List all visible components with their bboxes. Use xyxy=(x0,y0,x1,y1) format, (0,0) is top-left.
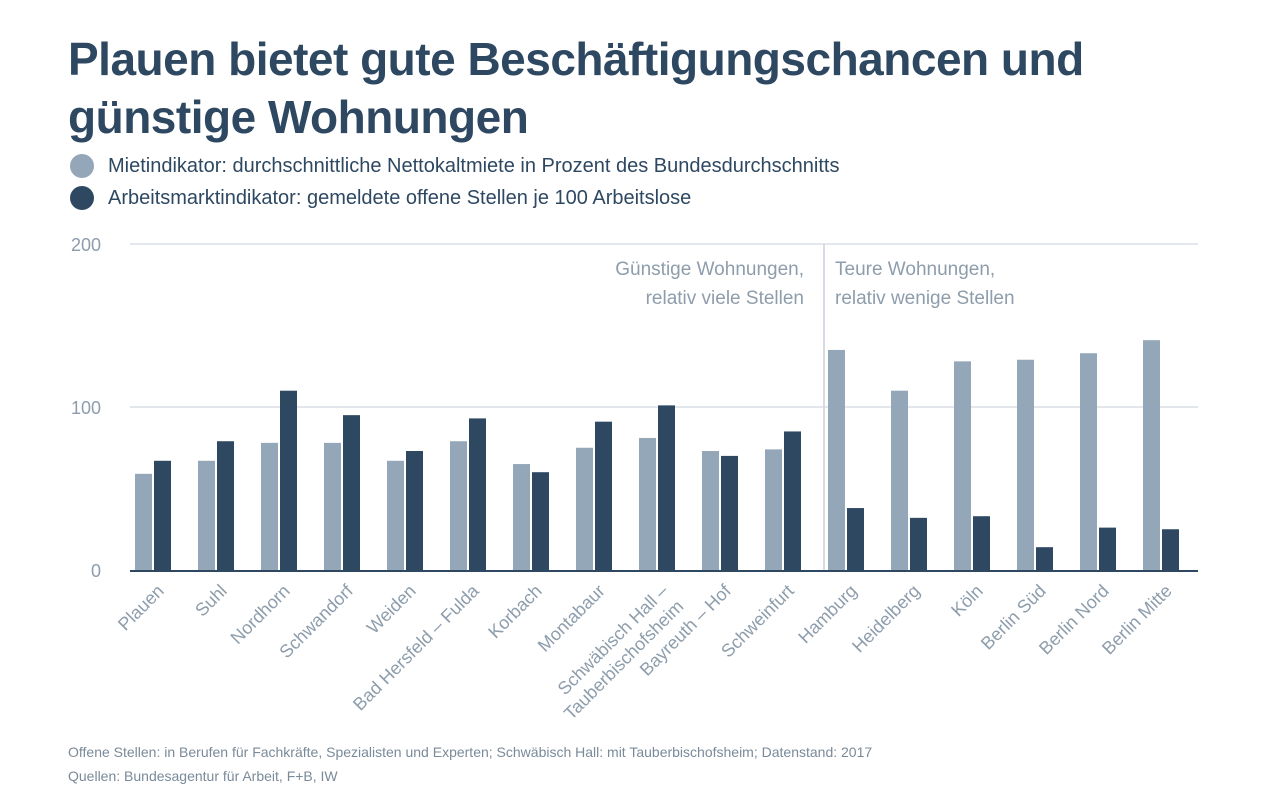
x-tick-label-line: Heidelberg xyxy=(848,581,924,657)
x-tick-label-5: Bad Hersfeld – Fulda xyxy=(349,580,483,714)
x-tick-label-line: Köln xyxy=(947,581,987,621)
bar-arbeitsmarktindikator-7 xyxy=(595,421,612,570)
bar-arbeitsmarktindikator-5 xyxy=(469,418,486,570)
legend-item-mietindikator: Mietindikator: durchschnittliche Nettoka… xyxy=(70,150,839,182)
bar-mietindikator-13 xyxy=(954,361,971,570)
x-tick-label-line: Korbach xyxy=(484,581,546,643)
legend: Mietindikator: durchschnittliche Nettoka… xyxy=(70,150,839,214)
annotation-line: relativ viele Stellen xyxy=(646,288,804,309)
bar-arbeitsmarktindikator-6 xyxy=(532,472,549,570)
x-tick-label-0: Plauen xyxy=(114,581,168,635)
bar-arbeitsmarktindikator-12 xyxy=(910,517,927,570)
bar-arbeitsmarktindikator-8 xyxy=(658,405,675,570)
y-tick-label-100: 100 xyxy=(71,398,101,418)
bar-mietindikator-14 xyxy=(1017,359,1034,570)
annotation-line: Teure Wohnungen, xyxy=(835,259,995,280)
bar-arbeitsmarktindikator-2 xyxy=(280,390,297,570)
bar-mietindikator-15 xyxy=(1080,353,1097,570)
bar-mietindikator-4 xyxy=(387,460,404,570)
footer: Offene Stellen: in Berufen für Fachkräft… xyxy=(68,740,872,788)
bar-mietindikator-6 xyxy=(513,464,530,570)
bar-arbeitsmarktindikator-9 xyxy=(721,455,738,570)
x-tick-label-1: Suhl xyxy=(191,581,231,621)
bar-mietindikator-16 xyxy=(1143,340,1160,570)
legend-label-mietindikator: Mietindikator: durchschnittliche Nettoka… xyxy=(108,154,840,177)
x-tick-label-line: Bad Hersfeld – Fulda xyxy=(349,580,483,714)
x-tick-label-6: Korbach xyxy=(484,581,546,643)
bar-arbeitsmarktindikator-1 xyxy=(217,441,234,570)
x-tick-label-11: Hamburg xyxy=(794,581,860,647)
sources: Quellen: Bundesagentur für Arbeit, F+B, … xyxy=(68,768,338,784)
x-tick-label-12: Heidelberg xyxy=(848,581,924,657)
x-tick-label-2: Nordhorn xyxy=(227,581,294,648)
bar-arbeitsmarktindikator-11 xyxy=(847,508,864,570)
bar-mietindikator-8 xyxy=(639,437,656,570)
x-tick-label-line: Hamburg xyxy=(794,581,860,647)
bar-arbeitsmarktindikator-16 xyxy=(1162,529,1179,570)
legend-label-arbeitsmarktindikator: Arbeitsmarktindikator: gemeldete offene … xyxy=(108,186,692,209)
x-tick-label-13: Köln xyxy=(947,581,987,621)
annotation-cheap-housing: Günstige Wohnungen, relativ viele Stellen xyxy=(615,259,804,309)
bar-mietindikator-0 xyxy=(135,473,152,570)
y-tick-label-0: 0 xyxy=(91,561,101,581)
bar-mietindikator-3 xyxy=(324,442,341,570)
bar-mietindikator-12 xyxy=(891,390,908,570)
x-tick-label-line: Suhl xyxy=(191,581,231,621)
legend-item-arbeitsmarktindikator: Arbeitsmarktindikator: gemeldete offene … xyxy=(70,182,839,214)
bar-arbeitsmarktindikator-14 xyxy=(1036,547,1053,570)
bar-mietindikator-7 xyxy=(576,447,593,570)
bar-mietindikator-10 xyxy=(765,449,782,570)
y-tick-label-200: 200 xyxy=(71,235,101,255)
bar-mietindikator-2 xyxy=(261,442,278,570)
bar-arbeitsmarktindikator-15 xyxy=(1099,527,1116,570)
legend-marker-mietindikator xyxy=(70,154,94,178)
annotation-line: Günstige Wohnungen, xyxy=(615,259,804,280)
x-tick-label-4: Weiden xyxy=(363,581,420,638)
bar-arbeitsmarktindikator-3 xyxy=(343,415,360,570)
x-tick-label-line: Plauen xyxy=(114,581,168,635)
bar-arbeitsmarktindikator-4 xyxy=(406,451,423,570)
x-tick-label-line: Weiden xyxy=(363,581,420,638)
bar-mietindikator-5 xyxy=(450,441,467,570)
bar-arbeitsmarktindikator-10 xyxy=(784,431,801,570)
annotation-line: relativ wenige Stellen xyxy=(835,288,1015,309)
bar-mietindikator-1 xyxy=(198,460,215,570)
annotation-expensive-housing: Teure Wohnungen, relativ wenige Stellen xyxy=(835,259,1015,309)
bar-arbeitsmarktindikator-13 xyxy=(973,516,990,570)
chart-title: Plauen bietet gute Beschäftigungschancen… xyxy=(68,33,1084,143)
bar-mietindikator-9 xyxy=(702,451,719,570)
footnote: Offene Stellen: in Berufen für Fachkräft… xyxy=(68,744,873,760)
bar-mietindikator-11 xyxy=(828,349,845,570)
bar-arbeitsmarktindikator-0 xyxy=(154,460,171,570)
legend-marker-arbeitsmarktindikator xyxy=(70,186,94,210)
x-tick-label-line: Nordhorn xyxy=(227,581,294,648)
